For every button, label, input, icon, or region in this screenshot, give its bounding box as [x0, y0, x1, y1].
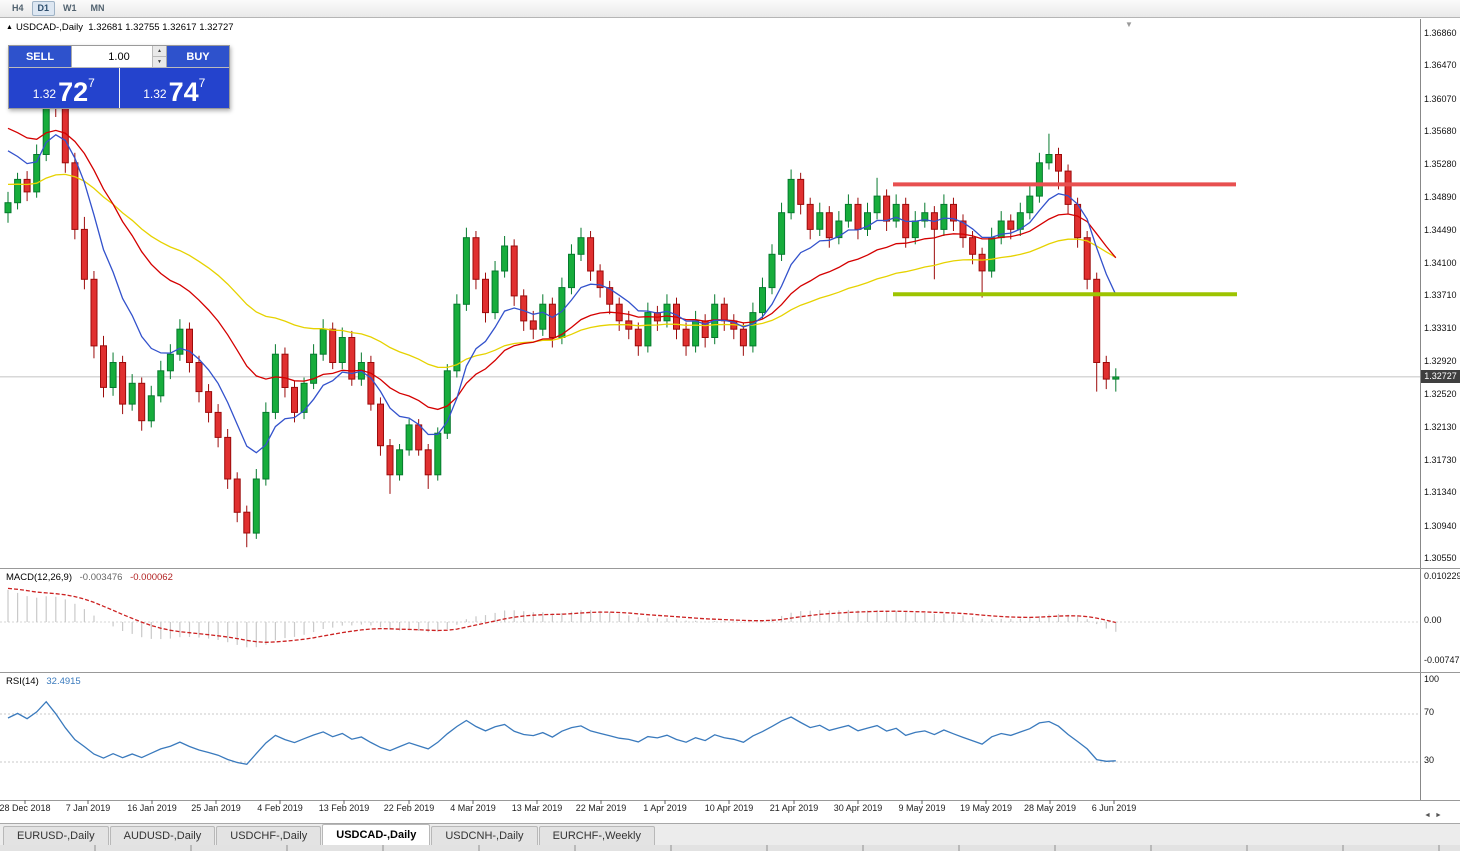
period-button-d1[interactable]: D1 [31, 1, 56, 16]
rsi-value: 32.4915 [46, 676, 81, 687]
status-strip [0, 845, 1460, 851]
chart-shift-marker-icon[interactable]: ▼ [1125, 20, 1133, 29]
macd-pane-label: MACD(12,26,9) -0.003476 -0.000062 [6, 572, 173, 583]
sell-price-big: 72 [58, 77, 89, 108]
period-button-w1[interactable]: W1 [63, 3, 77, 13]
buy-price-big: 74 [168, 77, 199, 108]
chart-tabbar: EURUSD-,Daily AUDUSD-,Daily USDCHF-,Daily U… [0, 823, 1460, 845]
buy-price-tile[interactable]: 1.32 74 7 [119, 68, 229, 108]
buy-price-prefix: 1.32 [143, 87, 167, 101]
chart-tab-usdcnh-daily[interactable]: USDCNH-,Daily [431, 826, 538, 845]
volume-increase-icon[interactable]: ▲ [153, 46, 166, 56]
one-click-trading-panel: SELL 1.00 ▲ ▼ BUY 1.32 72 7 1.32 74 7 [8, 45, 230, 109]
chart-tab-usdcad-daily[interactable]: USDCAD-,Daily [322, 824, 431, 845]
sell-price-tile[interactable]: 1.32 72 7 [9, 68, 119, 108]
macd-title: MACD(12,26,9) [6, 572, 72, 583]
volume-value: 1.00 [108, 50, 130, 63]
sell-price-prefix: 1.32 [32, 87, 57, 101]
volume-decrease-icon[interactable]: ▼ [153, 56, 166, 67]
rsi-pane-label: RSI(14) 32.4915 [6, 676, 81, 687]
chart-tab-eurchf-weekly[interactable]: EURCHF-,Weekly [538, 826, 655, 845]
period-button-h4[interactable]: H4 [12, 3, 24, 13]
period-button-mn[interactable]: MN [90, 3, 105, 13]
timeframe-toolbar: H4 D1 W1 MN [0, 0, 1460, 18]
chart-title: ▲ USDCAD-,Daily 1.32681 1.32755 1.32617 1… [6, 22, 234, 33]
chart-expand-icon: ▲ [6, 24, 13, 31]
chart-tab-eurusd-daily[interactable]: EURUSD-,Daily [3, 826, 109, 845]
chart-tab-usdchf-daily[interactable]: USDCHF-,Daily [216, 826, 322, 845]
chart-hscroll: ◄► [1424, 812, 1446, 819]
volume-input[interactable]: 1.00 ▲ ▼ [71, 46, 167, 67]
buy-price-pip: 7 [198, 76, 206, 90]
chart-ohlc-values: 1.32681 1.32755 1.32617 1.32727 [88, 22, 234, 33]
scroll-left-icon[interactable]: ◄ [1424, 812, 1435, 819]
sell-price-pip: 7 [88, 76, 95, 90]
macd-signal-value: -0.000062 [130, 572, 173, 583]
scroll-right-icon[interactable]: ► [1434, 812, 1446, 819]
sell-button[interactable]: SELL [9, 46, 71, 67]
current-price-badge: 1.32727 [1421, 370, 1460, 383]
period-button-group: H4 D1 W1 MN [6, 1, 113, 16]
volume-spinner: ▲ ▼ [152, 46, 166, 67]
chart-symbol-label: USDCAD-,Daily [15, 22, 83, 33]
macd-main-value: -0.003476 [79, 572, 123, 583]
chart-tab-audusd-daily[interactable]: AUDUSD-,Daily [109, 826, 216, 845]
rsi-title: RSI(14) [6, 676, 39, 687]
buy-button[interactable]: BUY [167, 46, 229, 67]
